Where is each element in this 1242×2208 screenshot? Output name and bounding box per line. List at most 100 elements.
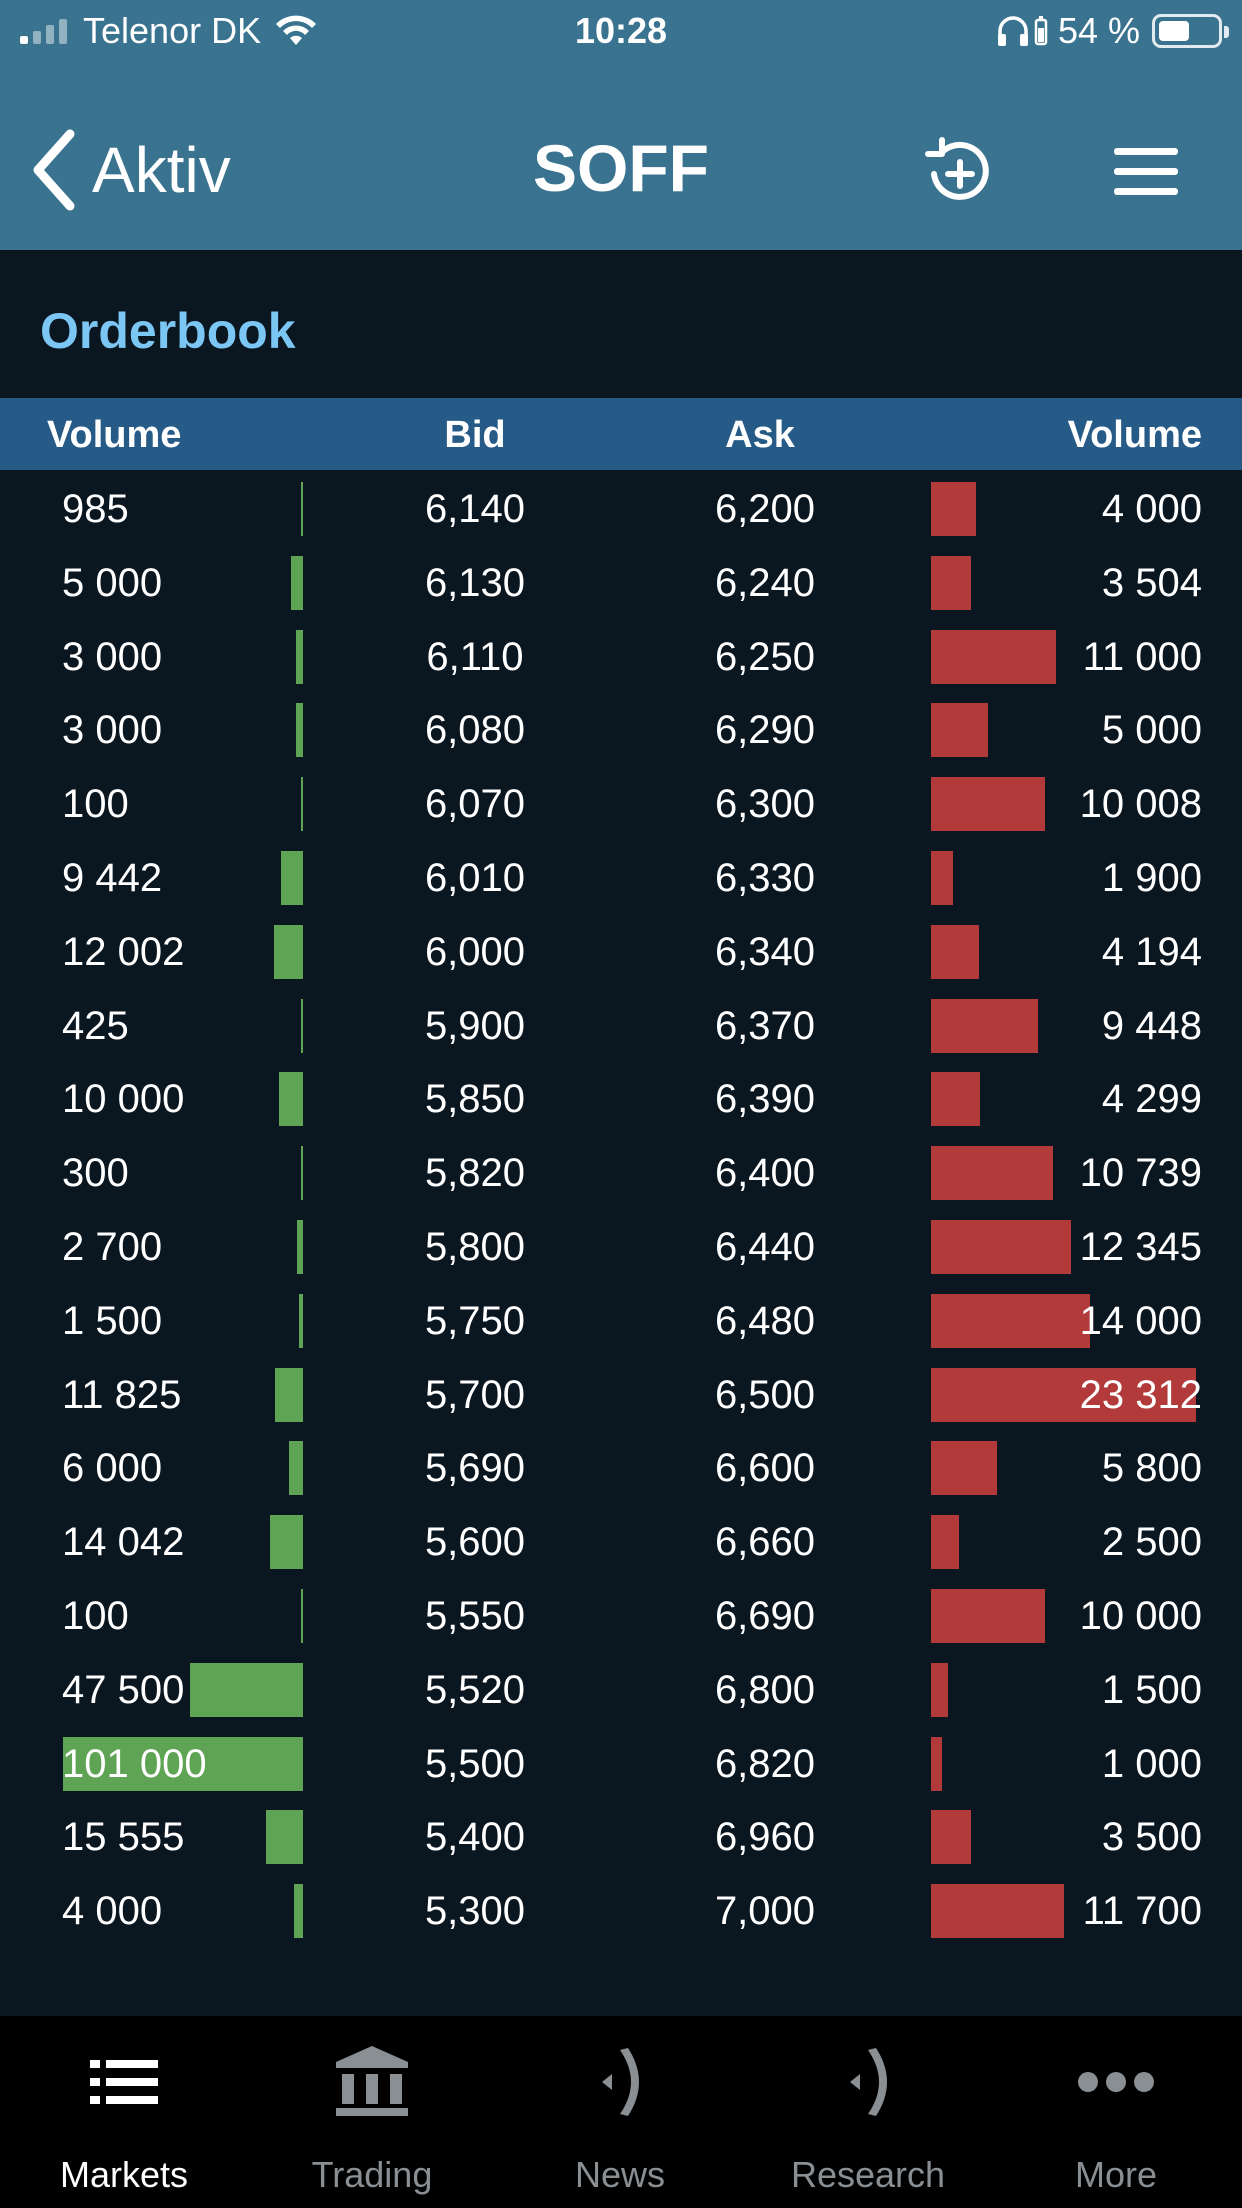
headphone-battery-icon xyxy=(1034,16,1048,46)
bid-price: 6,010 xyxy=(424,855,526,900)
bid-price: 5,820 xyxy=(424,1151,526,1196)
ask-volume-bar xyxy=(931,1515,960,1570)
ask-volume: 1 500 xyxy=(1101,1667,1202,1712)
ask-volume: 4 299 xyxy=(1101,1077,1202,1122)
orderbook-row[interactable]: 101 000 5,500 6,820 1 000 xyxy=(0,1727,1242,1801)
ask-volume: 3 500 xyxy=(1101,1815,1202,1860)
bid-price: 5,800 xyxy=(424,1224,526,1269)
bid-price: 5,300 xyxy=(424,1889,526,1934)
orderbook-row[interactable]: 3 000 6,080 6,290 5 000 xyxy=(0,693,1242,767)
tab-news[interactable]: News xyxy=(496,2016,744,2208)
ask-volume: 5 000 xyxy=(1101,708,1202,753)
bid-volume-bar xyxy=(269,1515,303,1570)
bid-volume: 3 000 xyxy=(62,634,163,679)
orderbook-row[interactable]: 9 442 6,010 6,330 1 900 xyxy=(0,841,1242,915)
tab-research[interactable]: Research xyxy=(744,2016,992,2208)
column-header-ask-volume: Volume xyxy=(1067,414,1202,456)
orderbook-row[interactable]: 3 000 6,110 6,250 11 000 xyxy=(0,620,1242,694)
orderbook-row[interactable]: 14 042 5,600 6,660 2 500 xyxy=(0,1505,1242,1579)
ask-price: 6,440 xyxy=(714,1224,816,1269)
more-dots-icon xyxy=(1078,2072,1154,2092)
ask-volume: 11 700 xyxy=(1082,1889,1202,1934)
ask-volume-bar xyxy=(931,1736,943,1791)
ask-price: 6,200 xyxy=(714,487,816,531)
ask-volume: 4 194 xyxy=(1101,929,1202,974)
ask-price: 6,340 xyxy=(714,929,816,974)
bid-volume: 1 500 xyxy=(62,1298,163,1343)
back-label: Aktiv xyxy=(92,134,231,206)
navigation-bar: Aktiv SOFF xyxy=(0,90,1242,240)
orderbook-row[interactable]: 300 5,820 6,400 10 739 xyxy=(0,1136,1242,1210)
tab-label: More xyxy=(1074,2154,1158,2195)
bid-price: 5,400 xyxy=(424,1815,526,1860)
bid-volume: 5 000 xyxy=(62,560,163,605)
bid-volume-bar xyxy=(63,1736,303,1791)
orderbook-row[interactable]: 2 700 5,800 6,440 12 345 xyxy=(0,1210,1242,1284)
bid-volume: 9 442 xyxy=(62,855,163,900)
bid-volume: 11 825 xyxy=(62,1372,182,1417)
ask-volume: 4 000 xyxy=(1101,487,1202,531)
bid-volume-bar xyxy=(295,703,303,758)
ask-volume-bar xyxy=(931,850,953,905)
ask-volume: 2 500 xyxy=(1101,1520,1202,1565)
orderbook-row[interactable]: 11 825 5,700 6,500 23 312 xyxy=(0,1358,1242,1432)
bid-price: 6,130 xyxy=(424,560,526,605)
bid-volume: 47 500 xyxy=(62,1667,185,1712)
ask-volume-bar xyxy=(931,1293,1091,1348)
ask-volume-bar xyxy=(931,1219,1072,1274)
tab-markets[interactable]: Markets xyxy=(0,2016,248,2208)
bid-volume: 985 xyxy=(62,487,129,531)
bid-volume: 4 000 xyxy=(62,1889,163,1934)
history-add-button[interactable] xyxy=(920,134,996,210)
list-icon xyxy=(90,2060,158,2104)
bid-volume-bar xyxy=(301,1146,303,1201)
status-time: 10:28 xyxy=(574,10,668,51)
hamburger-menu-icon xyxy=(1114,148,1178,195)
orderbook-row[interactable]: 100 5,550 6,690 10 000 xyxy=(0,1579,1242,1653)
bid-volume-bar xyxy=(266,1810,303,1865)
orderbook-row[interactable]: 47 500 5,520 6,800 1 500 xyxy=(0,1653,1242,1727)
orderbook-row[interactable]: 15 555 5,400 6,960 3 500 xyxy=(0,1800,1242,1874)
orderbook-row[interactable]: 4 000 5,300 7,000 11 700 xyxy=(0,1874,1242,1948)
ask-price: 6,300 xyxy=(714,782,816,827)
orderbook-row[interactable]: 10 000 5,850 6,390 4 299 xyxy=(0,1062,1242,1136)
bid-volume-bar xyxy=(279,1072,303,1127)
ask-price: 6,600 xyxy=(714,1446,816,1491)
menu-button[interactable] xyxy=(1108,134,1184,210)
bid-price: 5,750 xyxy=(424,1298,526,1343)
carrier-name: Telenor DK xyxy=(83,10,262,51)
headphones-icon xyxy=(997,16,1028,46)
bid-price: 5,700 xyxy=(424,1372,526,1417)
orderbook-title: Orderbook xyxy=(40,303,296,359)
orderbook-row[interactable]: 12 002 6,000 6,340 4 194 xyxy=(0,915,1242,989)
bid-price: 5,520 xyxy=(424,1667,526,1712)
orderbook-row[interactable]: 100 6,070 6,300 10 008 xyxy=(0,767,1242,841)
bid-price: 6,000 xyxy=(424,929,526,974)
tab-label: News xyxy=(574,2154,666,2195)
ask-price: 6,390 xyxy=(714,1077,816,1122)
bid-volume-bar xyxy=(274,924,303,979)
bid-price: 5,600 xyxy=(424,1520,526,1565)
ask-volume-bar xyxy=(931,1662,949,1717)
orderbook-row[interactable]: 5 000 6,130 6,240 3 504 xyxy=(0,546,1242,620)
ask-price: 6,370 xyxy=(714,1003,816,1048)
history-plus-icon xyxy=(925,137,989,200)
bid-price: 6,070 xyxy=(424,782,526,827)
column-header-bid-volume: Volume xyxy=(47,414,182,456)
orderbook-row[interactable]: 425 5,900 6,370 9 448 xyxy=(0,989,1242,1063)
back-button[interactable]: Aktiv xyxy=(30,120,231,220)
ask-price: 6,480 xyxy=(714,1298,816,1343)
tab-more[interactable]: More xyxy=(992,2016,1242,2208)
status-left: Telenor DK xyxy=(20,10,317,51)
battery-percent: 54 % xyxy=(1057,10,1140,51)
orderbook-row[interactable]: 985 6,140 6,200 4 000 xyxy=(0,472,1242,546)
orderbook-row[interactable]: 6 000 5,690 6,600 5 800 xyxy=(0,1431,1242,1505)
bid-volume: 100 xyxy=(62,782,129,827)
ask-volume-bar xyxy=(931,924,979,979)
ask-price: 7,000 xyxy=(714,1889,816,1934)
bid-volume: 15 555 xyxy=(62,1815,185,1860)
app-header: Telenor DK 10:28 54 % xyxy=(0,0,1242,250)
tab-trading[interactable]: Trading xyxy=(248,2016,496,2208)
orderbook-row[interactable]: 1 500 5,750 6,480 14 000 xyxy=(0,1284,1242,1358)
bid-volume: 3 000 xyxy=(62,708,163,753)
